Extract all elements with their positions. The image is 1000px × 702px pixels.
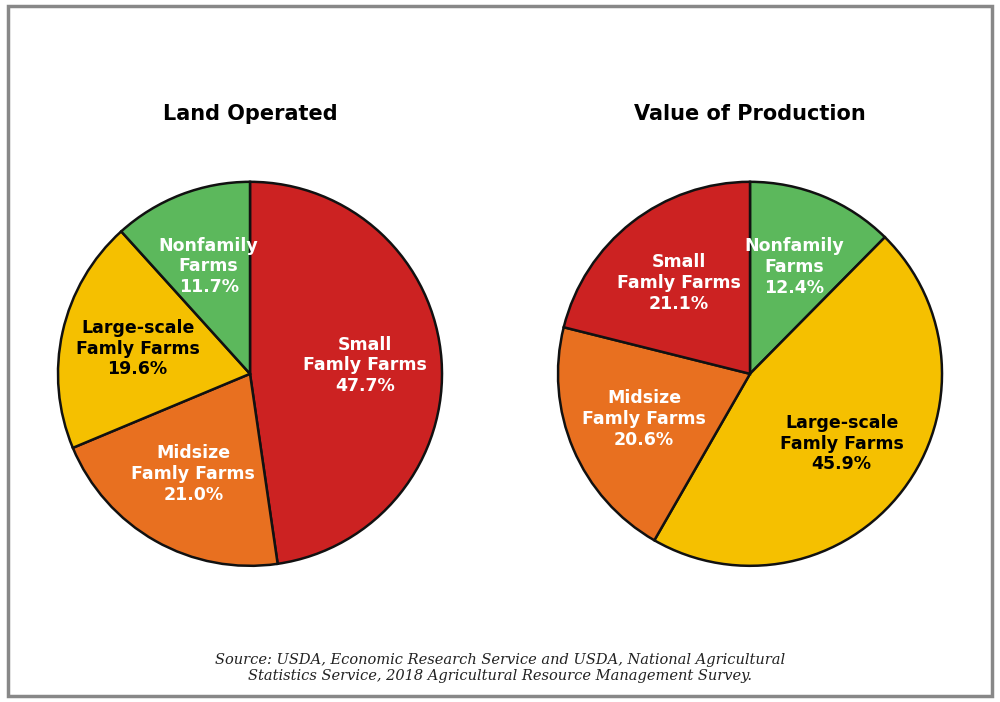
Text: Nonfamily
Farms
12.4%: Nonfamily Farms 12.4%: [744, 237, 844, 297]
Text: Midsize
Famly Farms
20.6%: Midsize Famly Farms 20.6%: [582, 389, 706, 449]
Text: Midsize
Famly Farms
21.0%: Midsize Famly Farms 21.0%: [131, 444, 255, 504]
Text: Nonfamily
Farms
11.7%: Nonfamily Farms 11.7%: [159, 237, 258, 296]
Wedge shape: [750, 182, 885, 373]
Text: Small
Famly Farms
21.1%: Small Famly Farms 21.1%: [617, 253, 741, 313]
Title: Land Operated: Land Operated: [163, 104, 337, 124]
Wedge shape: [121, 182, 250, 373]
Text: Large-scale
Famly Farms
19.6%: Large-scale Famly Farms 19.6%: [76, 319, 200, 378]
Text: U.S. Farm Distribution by: U.S. Farm Distribution by: [252, 21, 748, 55]
Title: Value of Production: Value of Production: [634, 104, 866, 124]
Wedge shape: [58, 232, 250, 448]
Wedge shape: [564, 182, 750, 373]
Wedge shape: [250, 182, 442, 564]
Wedge shape: [73, 373, 278, 566]
Text: Large-scale
Famly Farms
45.9%: Large-scale Famly Farms 45.9%: [780, 413, 904, 473]
Text: Land Operated & Production Value: Land Operated & Production Value: [160, 70, 840, 104]
Text: Small
Famly Farms
47.7%: Small Famly Farms 47.7%: [303, 336, 427, 395]
Text: Source: USDA, Economic Research Service and USDA, National Agricultural
Statisti: Source: USDA, Economic Research Service …: [215, 653, 785, 684]
Wedge shape: [654, 237, 942, 566]
Wedge shape: [558, 327, 750, 541]
